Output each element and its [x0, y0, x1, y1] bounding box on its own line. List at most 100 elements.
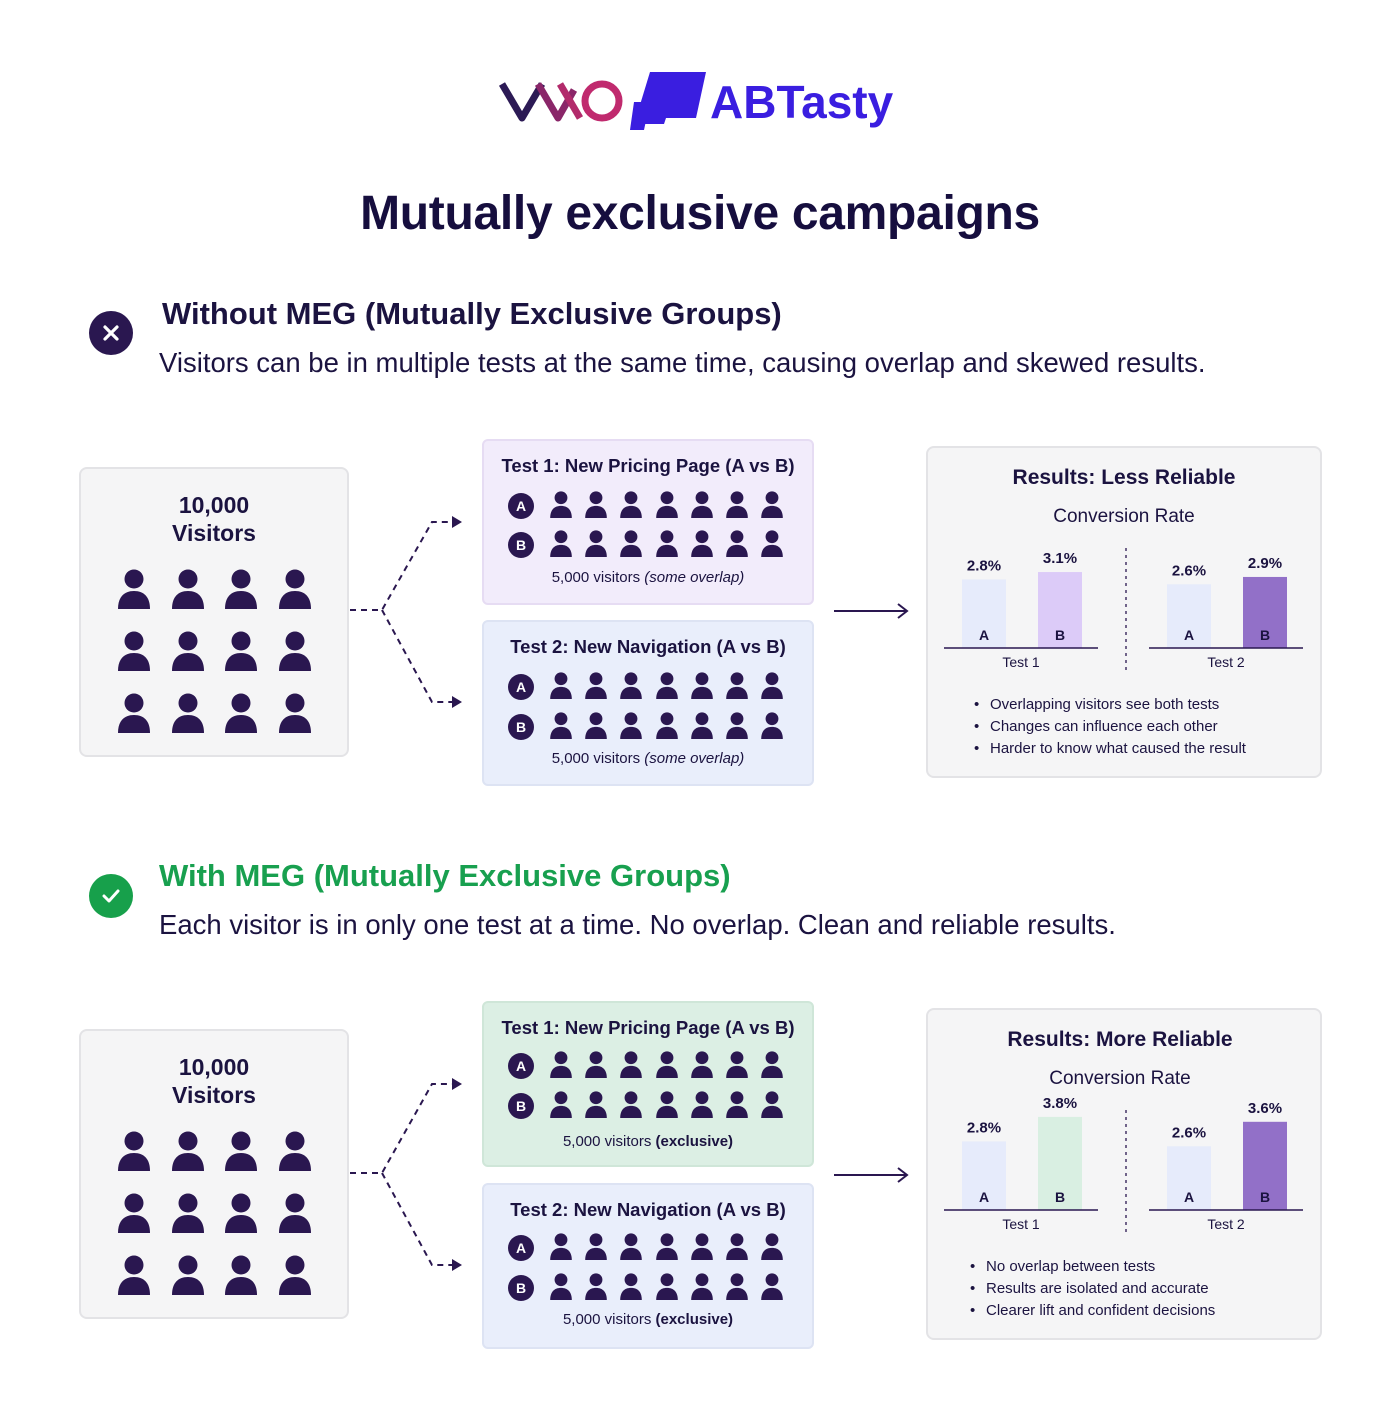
person-icon [117, 631, 151, 676]
bar [1038, 572, 1082, 648]
test-card: Test 2: New Navigation (A vs B) A B 5,00… [482, 620, 814, 786]
test-title: Test 1: New Pricing Page (A vs B) [501, 455, 795, 476]
test-footer: 5,000 visitors (exclusive) [484, 1311, 812, 1328]
person-icon [620, 1091, 643, 1123]
visitors-box: 10,000 Visitors [79, 1029, 349, 1319]
variant-badge-b: B [508, 532, 534, 558]
bar [1038, 1116, 1082, 1210]
person-icon [224, 631, 258, 676]
person-icon [620, 530, 643, 562]
person-icon [690, 1233, 713, 1265]
overlap-note: (some overlap) [644, 750, 745, 767]
category-label: B [1055, 1189, 1065, 1205]
person-icon [550, 530, 572, 562]
bullet-item: Harder to know what caused the result [972, 738, 1246, 760]
person-icon [655, 1273, 678, 1305]
person-icon [117, 1255, 151, 1300]
variant-row-b: B [508, 1091, 798, 1121]
section-heading: With MEG (Mutually Exclusive Groups) [159, 858, 731, 893]
person-icon [620, 1233, 643, 1265]
results-arrow [834, 1167, 909, 1183]
person-icon [690, 712, 713, 744]
results-title: Results: More Reliable [1007, 1028, 1233, 1051]
results-arrow [834, 603, 909, 619]
exclusive-note: (exclusive) [655, 1311, 734, 1328]
person-icon [620, 712, 643, 744]
category-label: A [979, 627, 989, 643]
visitor-icons-grid [117, 569, 317, 739]
test-footer: 5,000 visitors (some overlap) [484, 569, 812, 586]
person-icon [585, 1091, 607, 1123]
variant-row-a: A [508, 1233, 798, 1263]
variant-badge-a: A [508, 1053, 534, 1079]
person-icon [761, 1091, 783, 1123]
category-label: B [1055, 627, 1065, 643]
category-label: B [1260, 627, 1270, 643]
variant-row-b: B [508, 530, 798, 560]
value-label: 2.8% [967, 1119, 1001, 1136]
person-icon [550, 672, 572, 704]
person-icon [726, 712, 748, 744]
person-icon [585, 1273, 607, 1305]
person-icon [620, 1273, 643, 1305]
person-icon [726, 1051, 748, 1083]
test-title: Test 1: New Pricing Page (A vs B) [501, 1017, 795, 1038]
results-bullets: Overlapping visitors see both tests Chan… [972, 694, 1246, 760]
visitor-count: 5,000 visitors [562, 1311, 652, 1328]
person-icon [690, 672, 713, 704]
person-icon [726, 672, 748, 704]
exclusive-note: (exclusive) [655, 1133, 734, 1150]
results-title: Results: Less Reliable [1012, 466, 1236, 489]
category-label: A [1184, 627, 1194, 643]
test-title: Test 2: New Navigation (A vs B) [510, 1199, 786, 1220]
person-icon [171, 631, 205, 676]
person-icon [585, 530, 607, 562]
person-icon [224, 1193, 258, 1238]
section-heading: Without MEG (Mutually Exclusive Groups) [162, 296, 782, 331]
person-icon [726, 530, 748, 562]
group-label: Test 2 [1207, 1216, 1245, 1232]
person-icon [690, 530, 713, 562]
person-icon [278, 631, 312, 676]
bar [962, 1141, 1006, 1210]
person-icon [655, 491, 678, 523]
visitors-label: 10,000 Visitors [172, 1054, 256, 1108]
person-icon [278, 1255, 312, 1300]
person-icon [655, 530, 678, 562]
bar [1167, 1146, 1211, 1210]
person-icon [117, 569, 151, 614]
overlap-note: (some overlap) [644, 569, 745, 586]
conversion-chart: 2.8% A 3.8% B Test 1 2.6% A 3.6% B Test 2 [944, 1098, 1303, 1234]
person-icon [550, 1273, 572, 1305]
value-label: 2.6% [1172, 1124, 1206, 1141]
split-connector [350, 1078, 462, 1271]
bullet-item: No overlap between tests [968, 1256, 1215, 1278]
person-icon [690, 491, 713, 523]
bullet-item: Clearer lift and confident decisions [968, 1300, 1215, 1322]
person-icon [655, 1051, 678, 1083]
visitor-count: 5,000 visitors [562, 1133, 652, 1150]
category-label: A [1184, 1189, 1194, 1205]
variant-badge-b: B [508, 714, 534, 740]
person-icon [761, 1051, 783, 1083]
visitor-icons-grid [117, 1131, 317, 1301]
person-icon [550, 491, 572, 523]
person-icon [278, 1193, 312, 1238]
section-description: Each visitor is in only one test at a ti… [159, 909, 1116, 940]
chart-title: Conversion Rate [1049, 1068, 1191, 1089]
person-icon [171, 1255, 205, 1300]
abtasty-wordmark: ABTasty [710, 76, 894, 128]
person-icon [278, 693, 312, 738]
person-icon [171, 1131, 205, 1176]
person-icon [761, 1233, 783, 1265]
category-label: B [1260, 1189, 1270, 1205]
visitor-count: 5,000 visitors [551, 750, 641, 767]
bar [962, 579, 1006, 648]
person-icon [278, 569, 312, 614]
abtasty-mark [630, 72, 706, 130]
results-card: Results: Less Reliable Conversion Rate 2… [926, 446, 1322, 778]
group-label: Test 1 [1002, 654, 1040, 670]
person-icon [278, 1131, 312, 1176]
section-description: Visitors can be in multiple tests at the… [159, 347, 1206, 378]
variant-badge-b: B [508, 1093, 534, 1119]
